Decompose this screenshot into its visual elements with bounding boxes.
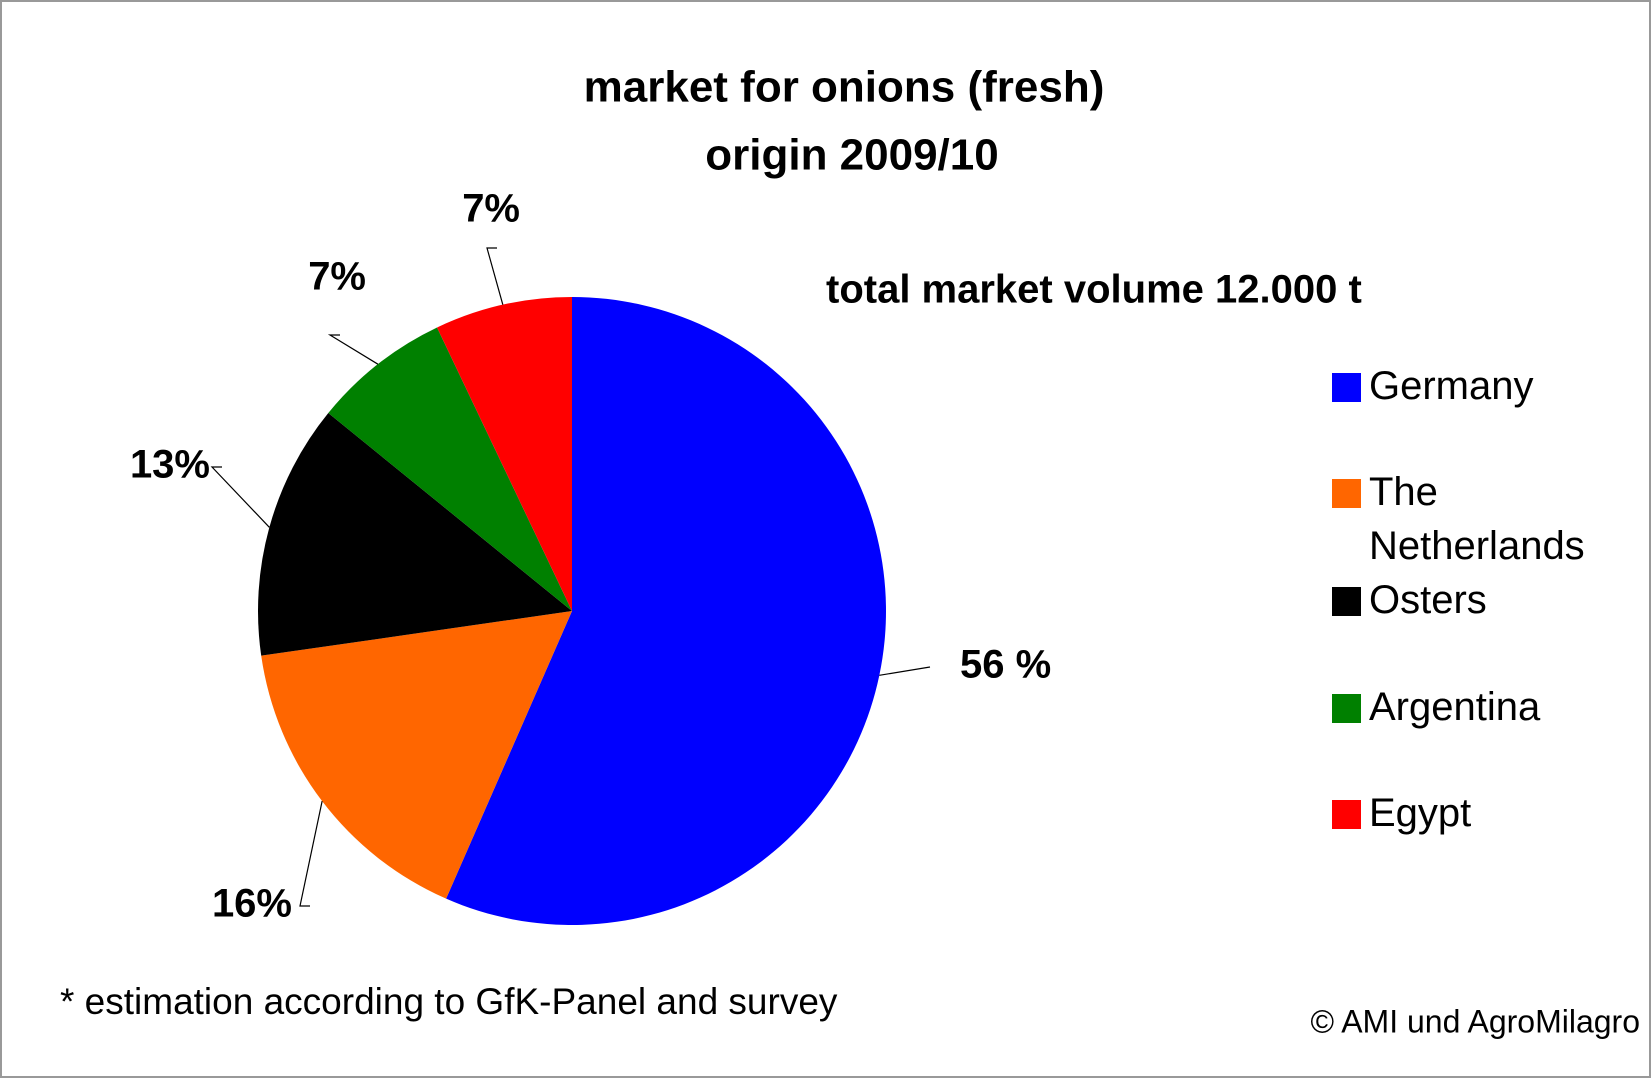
legend-swatch [1332,587,1361,616]
chart-subtitle: origin 2009/10 [705,131,998,180]
leader-line [327,334,379,365]
footnote: * estimation according to GfK-Panel and … [60,981,838,1022]
legend-label: Osters [1369,578,1487,622]
data-label: 13% [130,443,210,487]
legend-swatch [1332,373,1361,402]
legend-label: Germany [1369,364,1534,408]
annotation: total market volume 12.000 t [826,268,1362,312]
pie-slice [258,413,572,656]
legend-item: Argentina [1332,680,1632,734]
legend-label: Egypt [1369,791,1472,835]
legend-swatch [1332,694,1361,723]
legend-label: The Netherlands [1369,470,1585,568]
data-label: 16% [212,882,292,926]
pie-slice [261,611,572,899]
pie-slice [437,297,572,611]
leader-line [299,801,323,907]
data-label: 56 % [960,643,1051,687]
chart-title: market for onions (fresh) [584,63,1105,112]
leader-line [486,247,504,305]
pie-slice [328,327,572,611]
leader-line [210,466,270,528]
legend-label: Argentina [1369,685,1541,729]
legend-item: Egypt [1332,786,1632,840]
leader-line [879,666,931,676]
legend-swatch [1332,479,1361,508]
legend-swatch [1332,800,1361,829]
pie-slice [446,297,886,925]
legend-item: The Netherlands [1332,465,1632,573]
data-label: 7% [462,187,520,231]
source: © AMI und AgroMilagro [1310,1003,1640,1039]
data-label: 7% [308,255,366,299]
legend-item: Germany [1332,359,1632,413]
legend-item: Osters [1332,573,1632,627]
